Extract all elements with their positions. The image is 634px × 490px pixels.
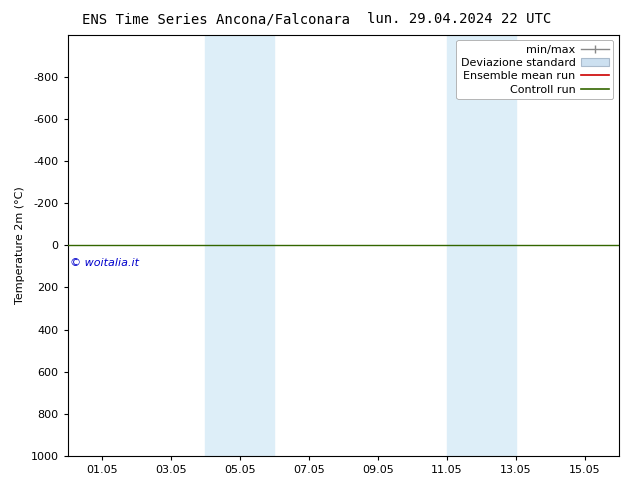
Text: lun. 29.04.2024 22 UTC: lun. 29.04.2024 22 UTC bbox=[367, 12, 552, 26]
Text: © woitalia.it: © woitalia.it bbox=[70, 258, 139, 268]
Bar bbox=[447, 35, 515, 456]
Text: ENS Time Series Ancona/Falconara: ENS Time Series Ancona/Falconara bbox=[82, 12, 351, 26]
Y-axis label: Temperature 2m (°C): Temperature 2m (°C) bbox=[15, 186, 25, 304]
Bar bbox=[205, 35, 275, 456]
Legend: min/max, Deviazione standard, Ensemble mean run, Controll run: min/max, Deviazione standard, Ensemble m… bbox=[456, 40, 614, 99]
